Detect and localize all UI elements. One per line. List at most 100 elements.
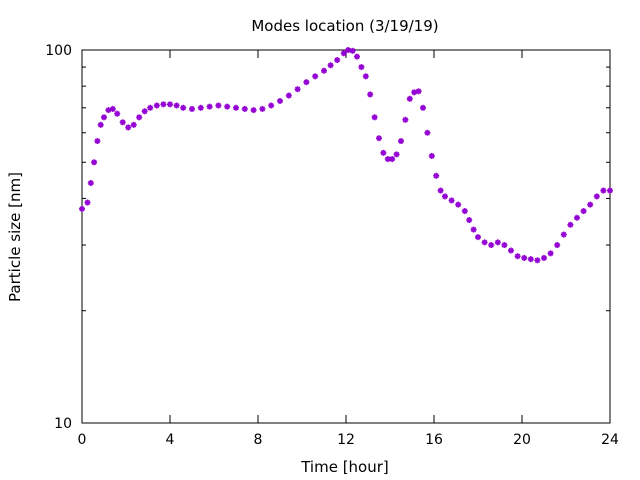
data-point [147,104,154,111]
data-point [206,103,213,110]
data-point [340,50,347,57]
x-tick-label: 20 [513,432,531,448]
data-point [567,221,574,228]
data-point [521,254,528,261]
data-point [109,105,116,112]
data-point [411,89,418,96]
data-point [470,226,477,233]
data-point [428,152,435,159]
data-point [362,73,369,80]
data-point [607,187,613,194]
data-point [560,231,567,238]
data-point [277,97,283,104]
data-point [406,95,413,102]
data-point [259,105,266,112]
data-point [527,256,534,263]
data-point [494,239,501,246]
data-point [125,124,132,131]
data-point [241,105,248,112]
y-tick-label: 100 [45,43,72,59]
data-point [466,217,473,224]
data-point [437,187,444,194]
data-point [130,121,137,128]
data-point [114,110,121,117]
data-point [501,242,508,249]
data-point [600,187,607,194]
data-point [345,47,352,53]
data-point [87,179,94,186]
data-point [389,156,396,163]
data-point [189,105,195,112]
data-point [334,57,341,64]
data-point [442,193,448,200]
data-point [475,234,481,241]
data-point [233,104,239,111]
data-point [303,79,310,86]
data-point [327,62,334,69]
x-tick-label: 12 [337,432,355,448]
data-point [393,151,400,158]
data-point [420,104,426,111]
data-point [141,108,148,115]
x-tick-label: 0 [78,432,87,448]
data-point [367,91,374,98]
data-point [91,159,98,166]
data-point [224,103,231,110]
data-point [153,102,160,109]
x-tick-label: 4 [166,432,175,448]
data-point [508,247,514,254]
data-point [461,208,468,215]
data-point [349,47,356,54]
data-point [371,114,378,121]
axis-ticks [81,49,611,424]
data-point [534,257,541,264]
data-point [424,129,431,136]
data-point [354,53,360,60]
data-point [541,254,547,261]
chart-title: Modes location (3/19/19) [251,17,438,35]
data-point [593,193,600,200]
data-point [101,114,107,121]
data-point [119,119,126,126]
data-point [167,101,173,108]
data-point [160,101,167,108]
y-tick-label: 10 [54,416,72,432]
data-point [173,102,180,109]
data-point [285,92,292,99]
data-point [384,156,391,163]
x-axis-label: Time [hour] [300,458,389,476]
data-point [554,242,561,249]
data-point [250,107,257,114]
data-point [215,102,222,109]
data-points [79,47,613,264]
data-point [376,135,382,142]
data-point [587,201,594,208]
data-point [79,205,85,212]
data-point [321,67,327,74]
data-point [433,172,440,179]
x-tick-label: 16 [425,432,443,448]
data-point [294,86,301,93]
data-point [312,73,319,80]
data-point [398,138,404,145]
data-point [580,208,587,215]
data-point [268,102,275,109]
data-point [448,197,455,204]
data-point [136,114,143,121]
x-tick-label: 24 [601,432,619,448]
data-point [94,138,101,145]
data-point [481,239,488,246]
data-point [514,253,521,260]
data-point [380,149,387,156]
axis-tick-labels: 0 4 8 12 16 20 24 10 100 [45,43,619,448]
data-point [105,107,112,114]
y-axis-label: Particle size [nm] [6,172,24,302]
x-tick-label: 8 [254,432,263,448]
data-point [358,64,365,71]
data-point [180,104,187,111]
data-point [97,121,104,128]
data-point [197,104,204,111]
data-point [547,250,554,257]
data-point [402,116,409,123]
